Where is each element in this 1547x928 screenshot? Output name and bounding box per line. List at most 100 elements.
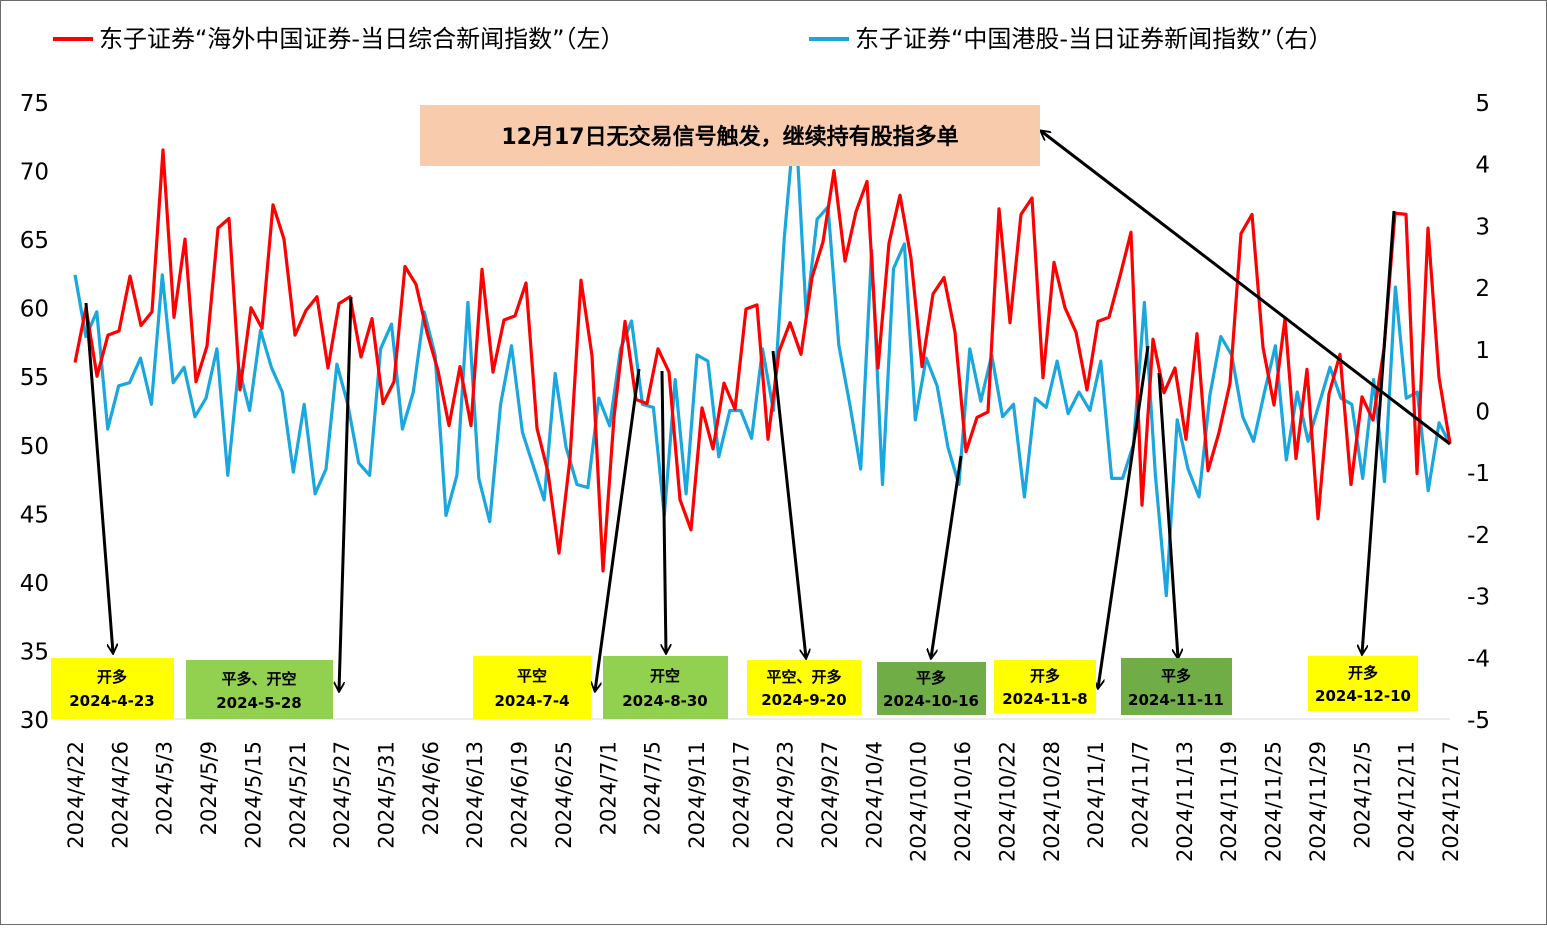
x-tick-label: 2024/10/16 xyxy=(951,741,975,862)
signal-box-2024-11-8: 开多 2024-11-8 xyxy=(994,660,1096,713)
signal-action: 开多 xyxy=(97,668,127,686)
x-tick-label: 2024/11/19 xyxy=(1217,741,1241,862)
x-tick-label: 2024/6/19 xyxy=(508,741,532,849)
signal-arrow-2024-12-10 xyxy=(1362,210,1396,654)
signal-action: 开多 xyxy=(1030,667,1060,685)
y-right-tick-label: 4 xyxy=(1475,153,1490,179)
signal-box-bg xyxy=(186,660,333,719)
y-right-tick-label: 3 xyxy=(1475,214,1490,240)
y-left-tick-label: 45 xyxy=(20,502,49,528)
x-tick-label: 2024/11/13 xyxy=(1173,741,1197,862)
y-left-tick-label: 40 xyxy=(20,571,49,597)
x-tick-label: 2024/11/7 xyxy=(1129,741,1153,849)
signal-date: 2024-11-11 xyxy=(1128,691,1224,709)
y-right-tick-label: 2 xyxy=(1475,276,1490,302)
signal-box-2024-10-16: 平多 2024-10-16 xyxy=(877,662,986,715)
x-tick-label: 2024/4/22 xyxy=(64,741,88,849)
signal-arrow-2024-7-4 xyxy=(595,368,641,691)
signal-box-2024-11-11: 平多 2024-11-11 xyxy=(1121,658,1232,715)
x-tick-label: 2024/4/26 xyxy=(108,741,132,849)
x-axis: 2024/4/22 2024/4/26 2024/5/3 2024/5/9 2024/5… xyxy=(64,718,1463,862)
y-axis-left: 75 70 65 60 55 50 45 40 35 30 xyxy=(20,91,49,734)
x-tick-label: 2024/10/10 xyxy=(907,741,931,862)
signal-arrow-2024-10-16 xyxy=(931,455,963,658)
x-tick-label: 2024/11/25 xyxy=(1262,741,1286,862)
callout: 12月17日无交易信号触发，继续持有股指多单 xyxy=(420,105,1451,446)
callout-box xyxy=(420,105,1040,166)
signal-box-bg xyxy=(603,656,728,719)
x-tick-label: 2024/7/5 xyxy=(641,741,665,835)
x-tick-label: 2024/5/21 xyxy=(286,741,310,849)
signal-box-bg xyxy=(1308,656,1418,711)
signal-arrow-2024-11-11 xyxy=(1157,372,1178,658)
x-tick-label: 2024/6/6 xyxy=(419,741,443,835)
signal-date: 2024-9-20 xyxy=(761,691,847,709)
y-left-tick-label: 30 xyxy=(20,708,49,734)
x-tick-label: 2024/5/9 xyxy=(197,741,221,835)
x-tick-label: 2024/9/23 xyxy=(774,741,798,849)
signal-box-2024-4-23: 开多 2024-4-23 xyxy=(51,658,174,719)
x-tick-label: 2024/5/3 xyxy=(153,741,177,835)
y-right-tick-label: -3 xyxy=(1467,585,1490,611)
y-right-tick-label: -4 xyxy=(1467,646,1490,672)
x-tick-label: 2024/9/17 xyxy=(729,741,753,849)
signal-date: 2024-4-23 xyxy=(69,692,155,710)
y-left-tick-label: 70 xyxy=(20,160,49,186)
y-right-tick-label: -2 xyxy=(1467,523,1490,549)
x-tick-label: 2024/12/5 xyxy=(1350,741,1374,849)
x-tick-label: 2024/10/4 xyxy=(862,741,886,849)
legend: 东子证券“海外中国证券-当日综合新闻指数”（左） 东子证券“中国港股-当日证券新… xyxy=(53,25,1333,53)
x-tick-label: 2024/11/29 xyxy=(1306,741,1330,862)
y-right-tick-label: 5 xyxy=(1475,91,1490,117)
signal-box-2024-8-30: 开空 2024-8-30 xyxy=(603,656,728,719)
signal-box-bg xyxy=(994,660,1096,713)
x-tick-label: 2024/11/1 xyxy=(1084,741,1108,849)
x-tick-label: 2024/7/1 xyxy=(596,741,620,835)
y-axis-right: 5 4 3 2 1 0 -1 -2 -3 -4 -5 xyxy=(1467,91,1490,734)
callout-arrow xyxy=(1041,131,1451,446)
signal-date: 2024-12-10 xyxy=(1315,687,1411,705)
y-right-tick-label: -1 xyxy=(1467,461,1490,487)
x-tick-label: 2024/9/27 xyxy=(818,741,842,849)
signal-box-bg xyxy=(877,662,986,715)
signal-box-2024-5-28: 平多、开空 2024-5-28 xyxy=(186,660,333,719)
signal-annotations: 开多 2024-4-23 平多、开空 2024-5-28 平空 2024-7-4… xyxy=(51,210,1418,719)
signal-date: 2024-10-16 xyxy=(883,692,979,710)
y-right-tick-label: 1 xyxy=(1475,338,1490,364)
signal-box-bg xyxy=(747,660,861,715)
legend-label-left-series: 东子证券“海外中国证券-当日综合新闻指数”（左） xyxy=(99,25,625,53)
y-left-tick-label: 50 xyxy=(20,434,49,460)
signal-action: 平空、开多 xyxy=(766,668,841,686)
signal-arrow-2024-9-20 xyxy=(771,350,806,658)
legend-label-right-series: 东子证券“中国港股-当日证券新闻指数”（右） xyxy=(855,25,1333,53)
signal-action: 平多 xyxy=(916,669,946,687)
x-tick-label: 2024/5/15 xyxy=(241,741,265,849)
x-tick-label: 2024/10/22 xyxy=(995,741,1019,862)
y-left-tick-label: 60 xyxy=(20,297,49,323)
callout-text: 12月17日无交易信号触发，继续持有股指多单 xyxy=(501,124,958,150)
x-tick-label: 2024/6/13 xyxy=(463,741,487,849)
signal-date: 2024-8-30 xyxy=(622,692,708,710)
signal-date: 2024-5-28 xyxy=(216,694,302,712)
x-tick-label: 2024/5/27 xyxy=(330,741,354,849)
series-line-left-overseas-china-securities xyxy=(73,148,1452,573)
y-left-tick-label: 65 xyxy=(20,228,49,254)
x-tick-label: 2024/10/28 xyxy=(1040,741,1064,862)
y-left-tick-label: 35 xyxy=(20,639,49,665)
y-right-tick-label: 0 xyxy=(1475,400,1490,426)
x-tick-label: 2024/12/11 xyxy=(1395,741,1419,862)
signal-arrow-2024-4-23 xyxy=(84,302,113,653)
series-lines xyxy=(73,112,1452,598)
signal-action: 开多 xyxy=(1348,664,1378,682)
signal-arrow-2024-8-30 xyxy=(662,370,666,653)
signal-box-2024-7-4: 平空 2024-7-4 xyxy=(473,656,591,719)
signal-box-2024-12-10: 开多 2024-12-10 xyxy=(1308,656,1418,711)
signal-box-bg xyxy=(473,656,591,719)
x-tick-label: 2024/5/31 xyxy=(374,741,398,849)
y-left-tick-label: 75 xyxy=(20,91,49,117)
signal-date: 2024-7-4 xyxy=(494,692,569,710)
signal-arrow-2024-5-28 xyxy=(339,296,353,691)
signal-action: 开空 xyxy=(650,667,680,685)
